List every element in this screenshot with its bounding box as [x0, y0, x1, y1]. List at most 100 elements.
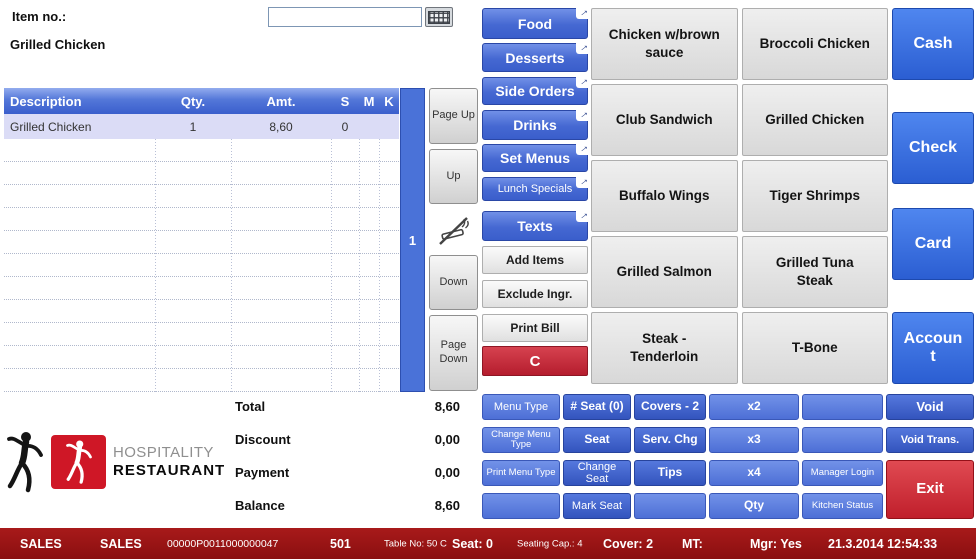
category-label: Desserts [505, 49, 565, 66]
table-row-empty [4, 323, 399, 346]
cash-button[interactable]: Cash [892, 8, 974, 80]
add-items-button[interactable]: Add Items [482, 246, 588, 274]
up-button[interactable]: Up [429, 149, 478, 204]
menu-item-button[interactable]: Steak - Tenderloin [591, 312, 738, 384]
manager-login-button[interactable]: Manager Login [802, 460, 883, 486]
menu-item-button[interactable]: Broccoli Chicken [741, 8, 888, 80]
qty-button[interactable]: Qty [709, 493, 799, 519]
menu-item-button[interactable]: Grilled Salmon [591, 236, 738, 308]
status-mode-2: SALES [100, 536, 142, 551]
page-down-button[interactable]: Page Down [429, 315, 478, 391]
fn-empty-button-2[interactable] [802, 427, 883, 453]
category-drinks-button[interactable]: Drinks → [482, 105, 592, 140]
menu-item-button[interactable]: Grilled Tuna Steak [741, 236, 888, 308]
x4-button[interactable]: x4 [709, 460, 799, 486]
selected-item-name: Grilled Chicken [10, 37, 106, 52]
menu-item-grid: Chicken w/brown sauce Broccoli Chicken C… [591, 8, 888, 384]
x2-button[interactable]: x2 [709, 394, 799, 420]
col-k: K [384, 93, 394, 109]
clear-button[interactable]: C [482, 346, 588, 376]
exclude-ingredients-button[interactable]: Exclude Ingr. [482, 280, 588, 308]
category-arrow-icon: → [575, 72, 592, 90]
dancer-icon [7, 432, 43, 493]
tips-button[interactable]: Tips [634, 460, 706, 486]
category-texts-button[interactable]: Texts → [482, 207, 592, 241]
fn-empty-button-4[interactable] [634, 493, 706, 519]
check-button[interactable]: Check [892, 112, 974, 184]
status-terminal-id: 501 [330, 536, 351, 551]
category-arrow-icon: → [575, 3, 592, 21]
menu-item-button[interactable]: Club Sandwich [591, 84, 738, 156]
category-arrow-icon: → [575, 139, 592, 157]
seat-button[interactable]: Seat [563, 427, 631, 453]
change-menu-type-button[interactable]: Change Menu Type [482, 427, 560, 453]
order-table: Description Qty. Amt. S M K Grilled Chic… [4, 88, 399, 392]
table-row-empty [4, 300, 399, 323]
category-label: Texts [517, 218, 553, 234]
seat-count-button[interactable]: # Seat (0) [563, 394, 631, 420]
table-row-empty [4, 185, 399, 208]
covers-button[interactable]: Covers - 2 [634, 394, 706, 420]
col-s: S [340, 93, 350, 109]
exit-button[interactable]: Exit [886, 460, 974, 519]
status-mgr: Mgr: Yes [750, 536, 802, 551]
category-label: Drinks [513, 117, 557, 133]
print-menu-type-button[interactable]: Print Menu Type [482, 460, 560, 486]
mark-seat-button[interactable]: Mark Seat [563, 493, 631, 519]
category-label: Side Orders [495, 83, 575, 99]
menu-type-button[interactable]: Menu Type [482, 394, 560, 420]
fn-empty-button-1[interactable] [802, 394, 883, 420]
account-button[interactable]: Account [892, 312, 974, 384]
down-button[interactable]: Down [429, 255, 478, 310]
logo-mark [51, 435, 106, 489]
table-row[interactable]: Grilled Chicken 1 8,60 0 [4, 114, 399, 139]
col-amt: Amt. [266, 93, 296, 109]
card-button[interactable]: Card [892, 208, 974, 280]
category-desserts-button[interactable]: Desserts → [482, 39, 592, 72]
keyboard-icon [428, 10, 450, 24]
print-bill-button[interactable]: Print Bill [482, 314, 588, 342]
table-row-empty [4, 254, 399, 277]
category-food-button[interactable]: Food → [482, 3, 592, 39]
logo-line-2: RESTAURANT [113, 462, 226, 479]
status-seating-cap: Seating Cap.: 4 [517, 538, 583, 549]
void-button[interactable]: Void [886, 394, 974, 420]
item-no-input[interactable] [268, 7, 422, 27]
cell-description: Grilled Chicken [10, 119, 92, 134]
category-set-menus-button[interactable]: Set Menus → [482, 139, 592, 172]
order-table-header: Description Qty. Amt. S M K [4, 88, 399, 114]
category-side-orders-button[interactable]: Side Orders → [482, 72, 592, 105]
kitchen-status-button[interactable]: Kitchen Status [802, 493, 883, 519]
menu-item-button[interactable]: Tiger Shrimps [741, 160, 888, 232]
menu-item-button[interactable]: Buffalo Wings [591, 160, 738, 232]
category-lunch-specials-button[interactable]: Lunch Specials → [482, 173, 592, 201]
status-cover: Cover: 2 [603, 536, 654, 551]
table-scrollbar[interactable]: 1 [400, 88, 425, 392]
balance-label: Balance [235, 498, 285, 513]
scroll-page-indicator: 1 [408, 232, 417, 248]
change-seat-button[interactable]: Change Seat [563, 460, 631, 486]
table-row-empty [4, 139, 399, 162]
x3-button[interactable]: x3 [709, 427, 799, 453]
category-arrow-icon: → [575, 105, 592, 123]
table-row-empty [4, 231, 399, 254]
table-row-empty [4, 346, 399, 369]
status-bar: SALES SALES 00000P0011000000047 501 Tabl… [0, 528, 976, 559]
fn-empty-button-3[interactable] [482, 493, 560, 519]
logo-line-1: HOSPITALITY [113, 444, 214, 461]
serv-chg-button[interactable]: Serv. Chg [634, 427, 706, 453]
status-mt: MT: [682, 536, 703, 551]
total-label: Total [235, 399, 266, 414]
category-label: Lunch Specials [497, 183, 573, 195]
cell-qty: 1 [189, 119, 197, 134]
menu-item-button[interactable]: T-Bone [741, 312, 888, 384]
page-up-button[interactable]: Page Up [429, 88, 478, 144]
discount-label: Discount [235, 432, 291, 447]
menu-item-button[interactable]: Grilled Chicken [741, 84, 888, 156]
keyboard-button[interactable] [425, 7, 453, 27]
no-smoking-indicator [432, 208, 476, 254]
void-trans-button[interactable]: Void Trans. [886, 427, 974, 453]
menu-item-button[interactable]: Chicken w/brown sauce [591, 8, 738, 80]
category-label: Set Menus [499, 150, 570, 166]
